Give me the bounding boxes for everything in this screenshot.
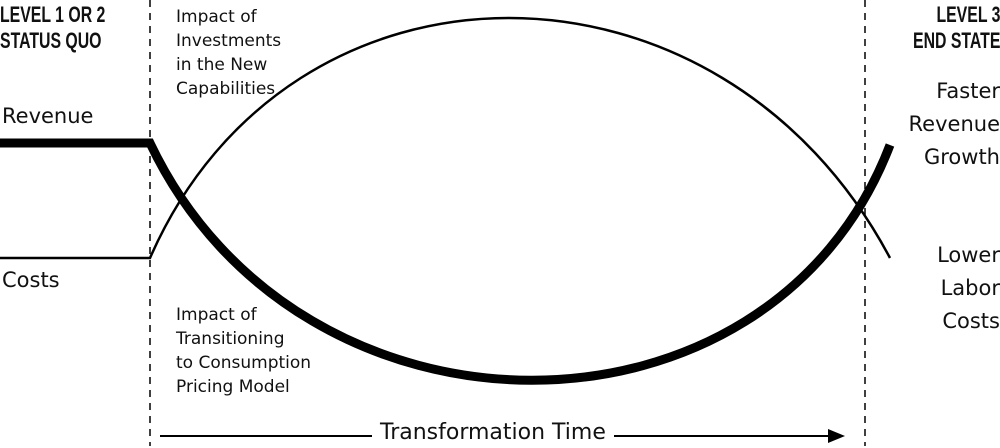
header-line: STATUS QUO [0, 28, 102, 53]
note-line: Investments [176, 31, 282, 51]
note-line: Pricing Model [176, 377, 290, 397]
header-line: LEVEL 3 [936, 2, 1000, 27]
costs-label: Costs [2, 268, 60, 292]
label-line: Lower [937, 243, 1000, 267]
label-line: Growth [923, 145, 1000, 169]
note-line: to Consumption [176, 353, 312, 373]
label-line: Faster [936, 79, 1000, 103]
revenue-label: Revenue [2, 104, 94, 128]
label-line: Costs [942, 309, 1000, 333]
header-line: LEVEL 1 OR 2 [0, 2, 106, 27]
pricing-annotation: Impact of Transitioning to Consumption P… [176, 303, 311, 399]
label-line: Labor [940, 276, 1000, 300]
note-line: Impact of [176, 7, 257, 27]
lower-labor-costs-label: Lower Labor Costs [937, 239, 1000, 338]
note-line: Transitioning [176, 329, 285, 349]
costs-curve [0, 16, 892, 260]
transformation-time-label: Transformation Time [372, 418, 614, 448]
revenue-curve [0, 138, 895, 385]
status-quo-header: LEVEL 1 OR 2 STATUS QUO [0, 2, 105, 54]
note-line: Capabilities [176, 79, 276, 99]
note-line: Impact of [176, 305, 257, 325]
faster-revenue-growth-label: Faster Revenue Growth [909, 75, 1000, 174]
investments-annotation: Impact of Investments in the New Capabil… [176, 5, 281, 101]
label-line: Revenue [908, 112, 1000, 136]
note-line: in the New [176, 55, 268, 75]
time-arrow-head [828, 429, 845, 443]
header-line: END STATE [912, 28, 1000, 53]
end-state-header: LEVEL 3 END STATE [913, 2, 1000, 54]
